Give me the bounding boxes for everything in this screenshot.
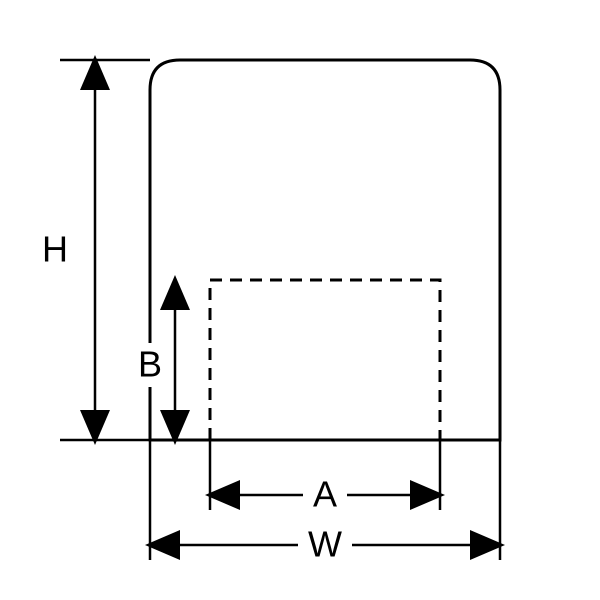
hidden-cavity bbox=[210, 280, 440, 440]
label-w: W bbox=[308, 524, 342, 565]
label-h: H bbox=[42, 229, 68, 270]
label-a: A bbox=[313, 474, 337, 515]
main-outline bbox=[150, 60, 500, 440]
label-b: B bbox=[138, 344, 162, 385]
dimension-diagram: H B A W bbox=[0, 0, 600, 600]
